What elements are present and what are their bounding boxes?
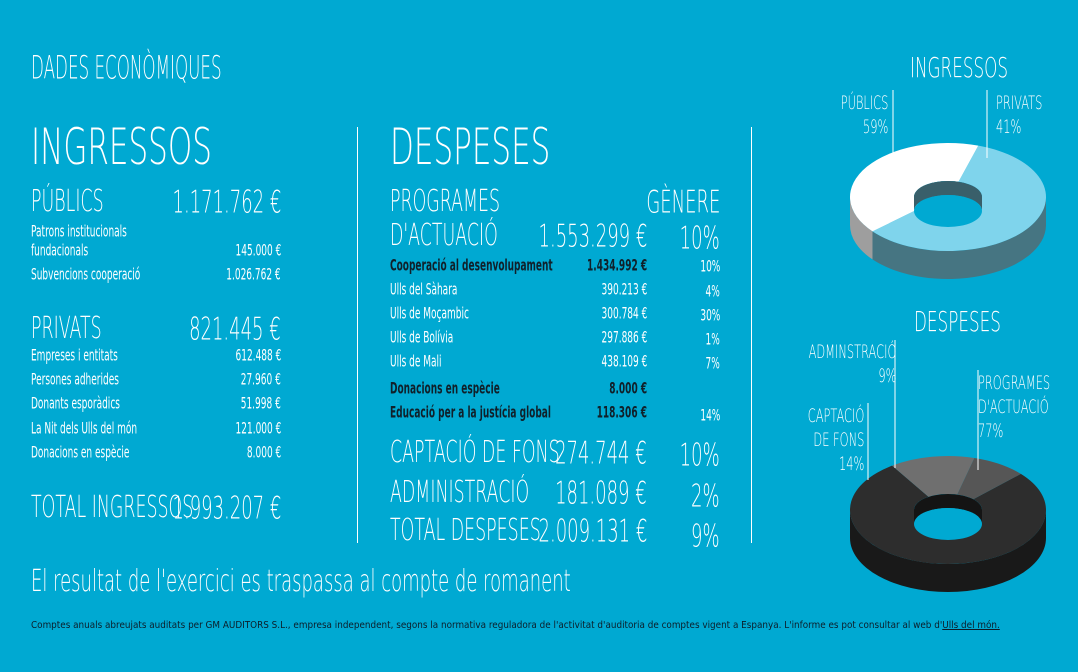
footer-text: Comptes anuals abreujats auditats per GM… — [31, 620, 1000, 631]
expenses-total-label: TOTAL DESPESES — [390, 513, 541, 548]
expense-item-label: Educació per a la justícia global — [390, 403, 551, 422]
pie-label-text: CAPTACIÓ — [807, 405, 864, 427]
charts-area — [849, 90, 1046, 592]
pie-side-privats — [850, 197, 873, 260]
expense-item-value: 8.000 € — [609, 379, 647, 398]
expenses-total-value: 2.009.131 € — [538, 513, 647, 550]
expense-item-label: Donacions en espècie — [390, 379, 500, 398]
pie-label-programs: PROGRAMES D'ACTUACIÓ 77% — [978, 371, 1050, 443]
pie-label-public: PÚBLICS 59% — [840, 91, 888, 139]
administration-label: ADMINISTRACIÓ — [390, 475, 530, 510]
expense-item-gender: 4% — [705, 282, 720, 301]
administration-gender: 2% — [691, 478, 720, 515]
pie-inner-wall — [914, 494, 982, 524]
expense-item-gender: 7% — [705, 354, 720, 373]
income-chart-title: INGRESSOS — [910, 51, 1009, 84]
income-item-label: La Nit dels Ulls del món — [31, 419, 138, 438]
pie-label-text: PÚBLICS — [840, 92, 888, 114]
income-item-value: 27.960 € — [240, 370, 281, 389]
pie-inner-wall — [914, 181, 982, 211]
programs-label: D'ACTUACIÓ — [390, 218, 498, 253]
income-pie-chart — [850, 143, 1046, 279]
expense-item-gender: 30% — [699, 306, 720, 325]
expense-item-value: 300.784 € — [601, 304, 647, 323]
pie-label-text: 59% — [862, 116, 888, 138]
expenses-total-gender: 9% — [691, 518, 720, 555]
income-item-value: 121.000 € — [235, 419, 281, 438]
pie-side-programes-d-actuaci- — [850, 510, 1046, 592]
page-title: DADES ECONÒMIQUES — [31, 50, 222, 87]
income-item-value: 51.998 € — [240, 394, 281, 413]
programs-value: 1.553.299 € — [538, 218, 647, 255]
income-total-value: 1.993.207 € — [172, 490, 281, 527]
pie-label-text: DE FONS — [813, 429, 864, 451]
expenses-title: DESPESES — [390, 118, 551, 176]
income-item-label: Empreses i entitats — [31, 346, 118, 365]
programs-gender: 10% — [679, 220, 720, 257]
pie-slice-p-blics — [872, 145, 1046, 251]
fundraising-label: CAPTACIÓ DE FONS — [390, 435, 560, 470]
income-title: INGRESSOS — [31, 118, 212, 176]
income-item-value: 8.000 € — [246, 443, 281, 462]
pie-label-fundraising: CAPTACIÓ DE FONS 14% — [807, 404, 864, 476]
expense-item-gender: 10% — [699, 257, 720, 276]
pie-label-text: D'ACTUACIÓ — [978, 396, 1049, 418]
footer-link[interactable]: Ulls del món. — [942, 620, 1000, 631]
expense-item-label: Ulls de Bolívia — [390, 328, 454, 347]
expense-item-gender: 1% — [705, 330, 720, 349]
pie-label-admin: ADMINSTRACIÓ 9% — [808, 340, 896, 388]
pie-slice-programes-d-actuaci- — [849, 465, 1046, 565]
income-private-label: PRIVATS — [31, 311, 102, 346]
column-divider — [357, 127, 358, 543]
programs-label: PROGRAMES — [390, 184, 501, 219]
expense-item-value: 1.434.992 € — [586, 256, 647, 275]
expense-item-label: Ulls de Mali — [390, 352, 442, 371]
pie-slice-captaci-de-fons — [892, 455, 975, 497]
expense-item-label: Ulls de Moçambic — [390, 304, 469, 323]
pie-hole-bottom — [914, 195, 982, 227]
expense-item-label: Cooperació al desenvolupament — [390, 256, 553, 275]
expense-item-value: 438.109 € — [601, 352, 647, 371]
income-total-label: TOTAL INGRESSOS — [31, 490, 194, 525]
pie-slice-adminstraci- — [957, 457, 1021, 500]
pie-label-text: 14% — [838, 453, 864, 475]
pie-side-p-blics — [872, 197, 1046, 279]
pie-slice-privats — [850, 143, 979, 232]
expense-item-gender: 14% — [699, 406, 720, 425]
income-item-value: 612.488 € — [235, 346, 281, 365]
pie-label-text: ADMINSTRACIÓ — [808, 341, 896, 363]
expense-item-value: 118.306 € — [596, 403, 647, 422]
fundraising-gender: 10% — [679, 437, 720, 474]
income-item-label: Patrons institucionals — [31, 222, 127, 241]
income-private-value: 821.445 € — [189, 311, 281, 348]
income-item-label: Subvencions cooperació — [31, 265, 141, 284]
pie-hole-bottom — [914, 508, 982, 540]
footer-body: Comptes anuals abreujats auditats per GM… — [31, 620, 943, 631]
fundraising-value: 274.744 € — [555, 435, 647, 472]
expense-item-value: 390.213 € — [601, 280, 647, 299]
pie-label-text: PRIVATS — [996, 92, 1043, 114]
gender-header: GÈNERE — [645, 184, 720, 221]
result-text: El resultat de l'exercici es traspassa a… — [31, 564, 571, 599]
income-item-label: Persones adherides — [31, 370, 119, 389]
income-item-label: fundacionals — [31, 241, 89, 260]
pie-label-private: PRIVATS 41% — [996, 91, 1042, 139]
income-item-label: Donants esporàdics — [31, 394, 120, 413]
pie-label-text: 9% — [877, 365, 896, 387]
expense-item-label: Ulls del Sàhara — [390, 280, 458, 299]
income-item-label: Donacions en espècie — [31, 443, 130, 462]
pie-label-text: 77% — [978, 420, 1004, 442]
expenses-chart-title: DESPESES — [914, 305, 1001, 338]
income-item-value: 1.026.762 € — [226, 265, 281, 284]
income-public-label: PÚBLICS — [31, 184, 104, 219]
administration-value: 181.089 € — [555, 475, 647, 512]
expense-item-value: 297.886 € — [601, 328, 647, 347]
pie-label-text: PROGRAMES — [978, 372, 1051, 394]
expenses-pie-chart — [849, 455, 1046, 592]
income-item-value: 145.000 € — [235, 241, 281, 260]
pie-label-text: 41% — [996, 116, 1022, 138]
column-divider — [751, 127, 752, 543]
income-public-value: 1.171.762 € — [172, 184, 281, 221]
